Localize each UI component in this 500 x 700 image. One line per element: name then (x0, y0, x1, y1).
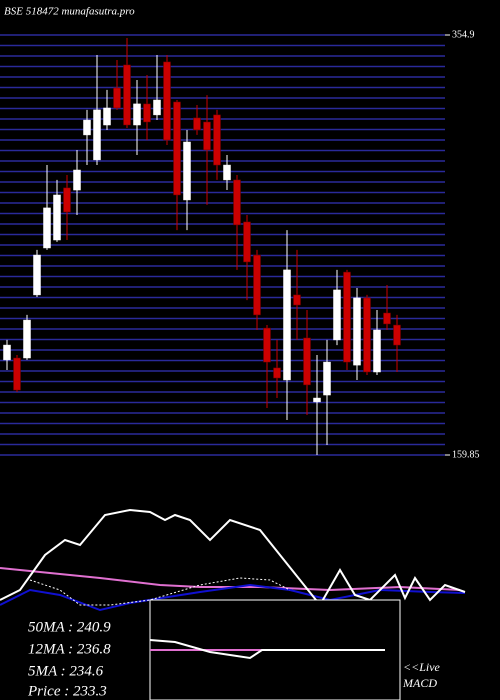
y-tick-label: 159.85 (452, 449, 480, 460)
candle-body (113, 87, 121, 109)
candle-body (323, 361, 331, 396)
candle-body (363, 297, 371, 373)
candle-body (273, 367, 281, 379)
candle-body (293, 294, 301, 306)
candle-body (123, 64, 131, 126)
candle-body (313, 397, 321, 403)
candle-body (63, 187, 71, 213)
candle-body (283, 269, 291, 381)
candle-body (23, 319, 31, 359)
macd-line (149, 639, 385, 660)
candle-body (93, 109, 101, 161)
candle-body (303, 337, 311, 386)
candle-body (153, 99, 161, 116)
candle-body (333, 289, 341, 341)
legend-text: 12MA : 236.8 (28, 641, 111, 657)
candle-body (343, 271, 351, 363)
candle-body (203, 121, 211, 151)
candle-body (223, 164, 231, 181)
candle-body (173, 101, 181, 196)
legend-text: 50MA : 240.9 (28, 619, 111, 635)
candle-body (103, 107, 111, 126)
candle-body (133, 103, 141, 126)
candle-body (163, 61, 171, 141)
candle-body (83, 119, 91, 136)
candle-body (43, 207, 51, 249)
candle-body (183, 141, 191, 201)
candle-body (13, 357, 21, 391)
legend-text: 5MA : 234.6 (28, 663, 104, 679)
y-tick-label: 354.9 (452, 29, 475, 40)
candle-body (243, 221, 251, 263)
candle-body (253, 254, 261, 316)
candle-body (233, 179, 241, 226)
candle-body (73, 169, 81, 191)
candle-body (53, 194, 61, 241)
candle-body (393, 324, 401, 346)
ma-pink (0, 567, 461, 592)
price-line (0, 508, 466, 607)
live-label: <<Live (403, 660, 441, 674)
candle-body (193, 117, 201, 131)
chart-title: BSE 518472 munafasutra.pro (4, 6, 135, 18)
candle-body (383, 312, 391, 325)
macd-panel (149, 599, 401, 700)
macd-label: MACD (402, 676, 437, 690)
candle-body (213, 114, 221, 166)
candle-body (143, 103, 151, 123)
indicator-panel (0, 508, 466, 612)
legend-text: Price : 233.3 (27, 683, 107, 699)
candle-body (3, 344, 11, 361)
candle-body (353, 297, 361, 366)
grid-stripes (0, 34, 445, 456)
ma-blue (0, 583, 466, 612)
candle-body (33, 254, 41, 296)
candle-body (373, 329, 381, 373)
candle-body (263, 327, 271, 363)
